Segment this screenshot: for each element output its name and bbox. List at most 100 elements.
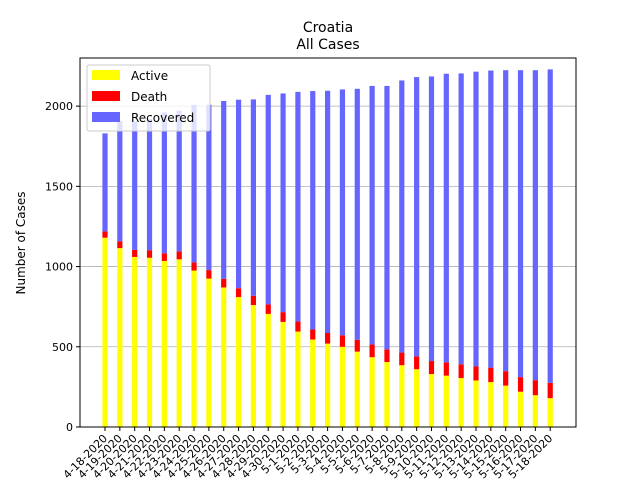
bar-active [532,395,538,427]
bar-active [473,380,479,427]
bar-recovered [132,121,138,250]
bar-active [310,339,316,427]
bar-active [221,287,227,427]
y-axis-label: Number of Cases [14,191,28,294]
legend-swatch-active [92,70,120,80]
bar-active [503,385,509,427]
bar-active [414,369,420,427]
bar-death [235,288,242,298]
bar-death [384,349,390,363]
bar-death [191,262,197,271]
bar-recovered [339,89,346,336]
bar-active [547,398,553,427]
bar-active [161,260,167,427]
bar-recovered [265,94,271,305]
bar-death [503,371,509,386]
bar-death [488,367,494,383]
bar-recovered [280,93,286,313]
bar-recovered [221,100,227,279]
bar-active [399,365,405,427]
y-tick-label: 1500 [45,180,73,193]
bar-active [488,382,494,427]
chart-subtitle: All Cases [296,37,359,53]
bar-death [325,332,331,344]
bar-recovered [310,91,316,330]
bar-recovered [532,70,538,381]
y-tick-label: 2000 [45,100,73,113]
bar-recovered [295,91,301,322]
bar-death [310,329,316,340]
bar-active [339,346,346,427]
bar-recovered [206,104,212,271]
bar-death [399,352,405,366]
bar-recovered [399,80,405,353]
bar-death [473,366,479,381]
bar-recovered [176,110,182,252]
bar-recovered [443,73,449,363]
bar-death [221,278,227,288]
legend-label-death: Death [131,90,167,104]
y-tick-label: 0 [66,421,73,434]
bar-active [176,259,182,427]
bar-active [443,375,449,427]
bar-death [250,295,256,306]
bar-death [265,304,271,314]
bar-death [458,364,464,379]
bar-death [339,335,346,347]
bar-active [280,321,286,427]
bar-death [146,250,153,258]
bar-active [117,248,123,427]
bar-death [532,380,538,396]
y-tick-label: 500 [52,341,73,354]
bar-recovered [547,69,553,383]
legend: Active Death Recovered [86,64,211,132]
bar-death [547,382,553,399]
bar-recovered [161,112,167,254]
bar-active [250,305,256,427]
bar-recovered [503,70,509,372]
bar-recovered [250,99,256,296]
bar-death [517,377,524,392]
bar-recovered [117,121,123,242]
bar-death [354,339,360,352]
bar-death [132,249,138,257]
bar-recovered [102,133,108,232]
bar-active [325,343,331,427]
bar-recovered [146,118,153,251]
bar-recovered [428,76,435,362]
bar-recovered [473,71,479,367]
bar-death [443,362,449,376]
bar-active [191,270,197,427]
bar-active [384,362,390,427]
legend-label-recovered: Recovered [131,111,194,125]
bar-active [428,374,435,427]
bar-death [414,356,420,370]
bar-death [102,231,108,238]
bars [102,69,553,427]
bar-recovered [354,88,360,340]
bar-death [117,241,123,249]
bar-recovered [458,73,464,365]
bar-death [428,361,435,375]
bar-active [132,256,138,427]
bar-active [354,351,360,427]
bar-active [517,391,524,427]
bar-recovered [369,85,375,345]
bar-active [295,331,301,427]
bar-active [102,237,108,427]
legend-swatch-death [92,91,120,101]
chart-title: Croatia [303,20,353,36]
legend-label-active: Active [131,69,168,83]
bar-active [146,257,153,427]
bar-death [280,312,286,322]
bar-recovered [517,70,524,378]
bar-active [265,313,271,427]
bar-recovered [235,99,242,289]
bar-death [206,270,212,279]
bar-active [206,278,212,427]
bar-active [235,297,242,427]
y-axis: 0 500 1000 1500 2000 [45,100,80,434]
bar-active [458,378,464,427]
bar-recovered [325,90,331,333]
